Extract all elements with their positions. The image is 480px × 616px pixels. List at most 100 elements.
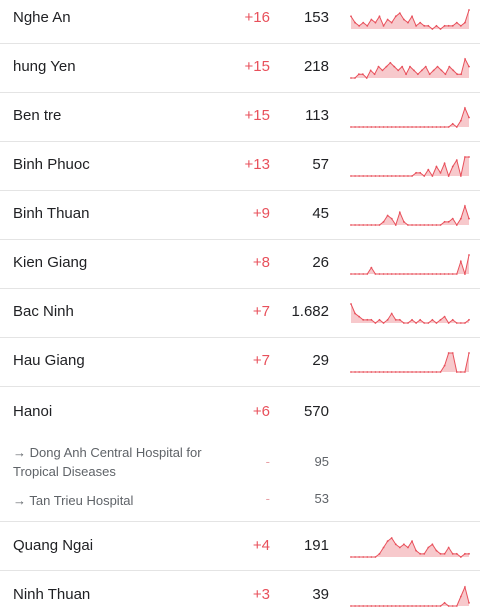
sparkline-point [428, 73, 431, 76]
sparkline-area [351, 108, 469, 127]
sparkline-point [358, 315, 361, 318]
sparkline-point [443, 162, 446, 165]
table-row[interactable]: Ninh Thuan +3 39 [0, 571, 480, 616]
table-row[interactable]: Binh Thuan +9 45 [0, 191, 480, 240]
table-row[interactable]: Ben tre +15 113 [0, 93, 480, 142]
sparkline-point [459, 322, 462, 324]
sparkline-point [464, 586, 466, 588]
sparkline-point [362, 224, 365, 226]
province-name: Quang Ngai [13, 537, 94, 554]
sparkline-point [464, 58, 466, 60]
province-name: Kien Giang [13, 254, 88, 271]
total-cases: 153 [303, 9, 329, 26]
sparkline-point [362, 371, 365, 373]
table-row[interactable]: Quang Ngai +4 191 [0, 522, 480, 571]
sparkline-point [415, 224, 418, 226]
sparkline-point [394, 224, 397, 226]
total-cases: 113 [305, 107, 329, 124]
sparkline-point [456, 73, 459, 76]
sparkline-point [350, 605, 352, 607]
sparkline-point [374, 175, 377, 177]
sparkline-point [427, 371, 430, 373]
sparkline-point [439, 224, 442, 226]
sparkline-area [351, 304, 469, 323]
sparkline-point [423, 175, 426, 177]
sparkline-point [447, 175, 450, 177]
sparkline [350, 537, 470, 558]
sparkline-point [358, 126, 361, 128]
table-row-hanoi[interactable]: Hanoi +6 570 → Dong Anh Central Hospital… [0, 387, 480, 522]
sparkline [350, 254, 470, 275]
sparkline-point [370, 266, 373, 269]
sparkline-point [411, 15, 413, 18]
table-row[interactable]: Nghe An +16 153 [0, 0, 480, 44]
table-row[interactable]: Bac Ninh +7 1.682 [0, 289, 480, 338]
sparkline-point [447, 546, 450, 549]
sparkline-point [374, 273, 377, 275]
sparkline-point [451, 605, 454, 607]
sparkline-point [354, 126, 356, 128]
sparkline-point [407, 126, 409, 128]
sparkline-point [435, 322, 438, 324]
table-row[interactable]: Hau Giang +7 29 [0, 338, 480, 387]
sparkline-point [366, 371, 369, 373]
hospital-name: → Tan Trieu Hospital [13, 493, 134, 508]
sparkline [350, 303, 470, 324]
province-name: Ninh Thuan [13, 586, 91, 603]
sparkline-point [459, 24, 462, 27]
sparkline-point [398, 318, 401, 321]
table-row[interactable]: Binh Phuoc +13 57 [0, 142, 480, 191]
sparkline-point [354, 21, 356, 24]
sparkline-point [413, 69, 415, 72]
sparkline-point [440, 69, 443, 72]
sparkline-point [357, 73, 360, 76]
sparkline-point [394, 175, 397, 177]
hospital-total-cases: 95 [314, 454, 329, 469]
sparkline-point [370, 224, 373, 226]
sparkline-point [420, 69, 423, 72]
sparkline-point [402, 273, 405, 275]
sparkline-point [402, 605, 405, 607]
sparkline-point [361, 73, 364, 76]
sparkline-point [423, 24, 426, 27]
sparkline-point [432, 69, 435, 72]
total-cases: 29 [312, 352, 329, 369]
sparkline-point [382, 273, 385, 275]
sparkline-point [350, 273, 352, 275]
total-cases: 39 [312, 586, 329, 603]
sparkline-point [354, 224, 356, 226]
sparkline-point [455, 273, 458, 275]
sparkline-point [444, 73, 447, 76]
table-row[interactable]: hung Yen +15 218 [0, 44, 480, 93]
sparkline-point [460, 73, 463, 76]
sparkline-point [390, 126, 393, 128]
sparkline-point [377, 65, 380, 68]
sparkline-point [435, 371, 438, 373]
sparkline-point [435, 273, 438, 275]
sparkline-point [436, 65, 439, 68]
sparkline [350, 352, 470, 373]
province-name: Ben tre [13, 107, 62, 124]
sparkline-point [419, 371, 422, 373]
sparkline-area [351, 587, 469, 606]
new-cases: +3 [252, 586, 270, 603]
total-cases: 45 [312, 205, 329, 222]
sparkline-point [415, 322, 418, 324]
total-cases: 1.682 [291, 303, 329, 320]
sparkline-point [374, 21, 377, 24]
sparkline-point [411, 175, 413, 177]
sparkline-point [431, 371, 434, 373]
new-cases: +4 [252, 537, 270, 554]
sparkline-point [451, 318, 454, 321]
sparkline-point [378, 605, 381, 607]
sparkline-point [455, 159, 458, 162]
sparkline-point [370, 556, 373, 558]
sparkline [350, 9, 470, 30]
hospital-new-cases: - [265, 454, 270, 469]
sparkline-point [386, 175, 389, 177]
sparkline [350, 585, 470, 607]
sparkline-point [401, 65, 404, 68]
sparkline-point [416, 73, 419, 76]
table-row[interactable]: Kien Giang +8 26 [0, 240, 480, 289]
hospital-name: → Dong Anh Central Hospital for Tropical… [13, 445, 202, 479]
